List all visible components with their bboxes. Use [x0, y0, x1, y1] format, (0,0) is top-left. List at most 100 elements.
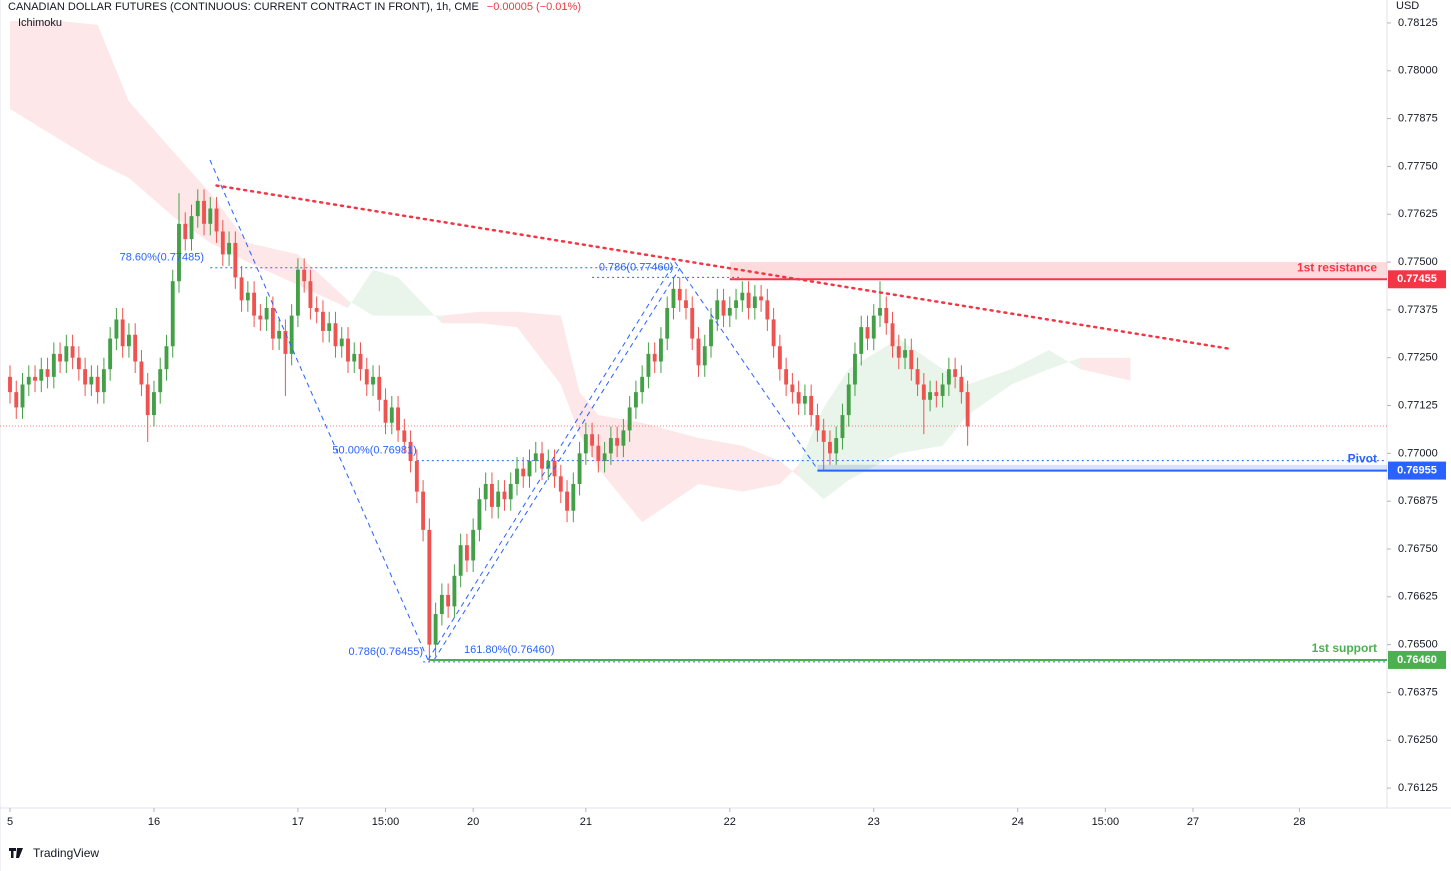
candle-body [915, 369, 920, 385]
x-tick-label: 5 [7, 816, 13, 828]
candle-body [64, 346, 69, 362]
y-tick-label: 0.77125 [1398, 399, 1438, 411]
candle-body [709, 319, 713, 347]
fib-label: 0.786(0.77460) [599, 261, 674, 273]
y-tick-label: 0.78125 [1398, 17, 1438, 29]
candle-body [777, 346, 782, 370]
candle-body [202, 200, 206, 224]
candle-body [139, 361, 144, 385]
candle-body [752, 296, 757, 308]
candle-body [890, 323, 895, 347]
candle-body [321, 311, 325, 331]
candle-body [339, 338, 344, 347]
cloud-segment [642, 422, 699, 523]
candle-body [289, 315, 294, 354]
cloud-segment [1049, 350, 1081, 370]
candle-body [490, 483, 494, 507]
level-name: Pivot [1348, 452, 1377, 466]
candle-body [264, 307, 269, 320]
candle-body [809, 395, 814, 416]
candle-body [371, 376, 375, 385]
fib-label: 161.80%(0.76460) [464, 644, 555, 656]
candle-body [83, 369, 88, 385]
candle-body [233, 242, 238, 278]
cloud-segment [210, 193, 248, 263]
y-tick-label: 0.76875 [1398, 495, 1438, 507]
x-tick-label: 17 [292, 816, 304, 828]
candle-body [389, 407, 394, 423]
candle-body [502, 491, 507, 500]
candle-body [671, 288, 676, 308]
candle-body [727, 307, 732, 316]
candle-body [114, 319, 119, 339]
candle-body [690, 307, 695, 339]
candle-body [76, 357, 81, 370]
candle-body [164, 346, 169, 370]
candle-body [721, 300, 726, 316]
candle-body [602, 453, 607, 462]
candle-body [346, 338, 350, 362]
candle-body [195, 200, 200, 217]
x-tick-label: 28 [1293, 816, 1305, 828]
candle-body [608, 438, 613, 454]
pattern-leg [674, 261, 819, 471]
candle-body [51, 353, 56, 377]
candle-body [840, 415, 845, 439]
level-zone [817, 464, 1387, 471]
candle-body [189, 216, 194, 240]
cloud-segment [1080, 357, 1131, 381]
cloud-segment [398, 277, 442, 324]
candle-body [846, 384, 851, 416]
symbol-title: CANADIAN DOLLAR FUTURES (CONTINUOUS: CUR… [8, 1, 479, 13]
candle-body [239, 277, 244, 301]
candle-body [765, 300, 770, 320]
candle-body [577, 453, 582, 484]
candle-body [45, 369, 50, 377]
x-tick-label: 22 [724, 816, 736, 828]
price-badge [1388, 650, 1446, 669]
y-tick-label: 0.77250 [1398, 352, 1438, 364]
candle-body [746, 292, 751, 308]
candle-body [859, 327, 864, 354]
candle-body [464, 545, 469, 561]
candle-body [684, 300, 688, 308]
candle-body [590, 434, 595, 446]
candle-body [295, 269, 300, 316]
fib-label: 50.00%(0.76981) [332, 445, 416, 457]
candle-body [402, 430, 407, 442]
candle-body [959, 376, 964, 393]
cloud-segment [742, 445, 780, 492]
cloud-segment [516, 311, 561, 385]
x-tick-label: 15:00 [372, 816, 400, 828]
candle-body [677, 288, 682, 301]
candle-body [871, 315, 876, 339]
candle-body [796, 392, 801, 404]
candle-body [20, 384, 25, 408]
candle-body [408, 441, 413, 462]
cloud-segment [967, 369, 1012, 416]
candle-body [508, 483, 513, 500]
candle-body [383, 399, 388, 423]
header: CANADIAN DOLLAR FUTURES (CONTINUOUS: CUR… [8, 1, 581, 13]
y-tick-label: 0.77000 [1398, 447, 1438, 459]
candle-body [208, 208, 213, 224]
candle-body [352, 353, 357, 362]
candle-body [458, 545, 463, 576]
candle-body [521, 468, 526, 477]
candle-body [546, 461, 551, 469]
cloud-segment [579, 392, 599, 469]
candle-body [828, 441, 832, 454]
candle-body [427, 529, 432, 645]
y-tick-label: 0.77875 [1398, 113, 1438, 125]
y-tick-label: 0.78000 [1398, 65, 1438, 77]
fib-label: 78.60%(0.77485) [120, 252, 204, 264]
candle-body [515, 468, 519, 484]
candle-body [696, 338, 701, 366]
cloud-segment [779, 461, 799, 484]
candle-body [621, 430, 626, 446]
candle-body [477, 499, 482, 530]
candle-body [433, 614, 438, 645]
candle-body [302, 269, 307, 282]
x-tick-label: 27 [1187, 816, 1199, 828]
candle-body [446, 594, 451, 607]
